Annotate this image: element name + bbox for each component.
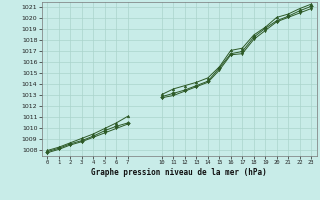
X-axis label: Graphe pression niveau de la mer (hPa): Graphe pression niveau de la mer (hPa) (91, 168, 267, 177)
